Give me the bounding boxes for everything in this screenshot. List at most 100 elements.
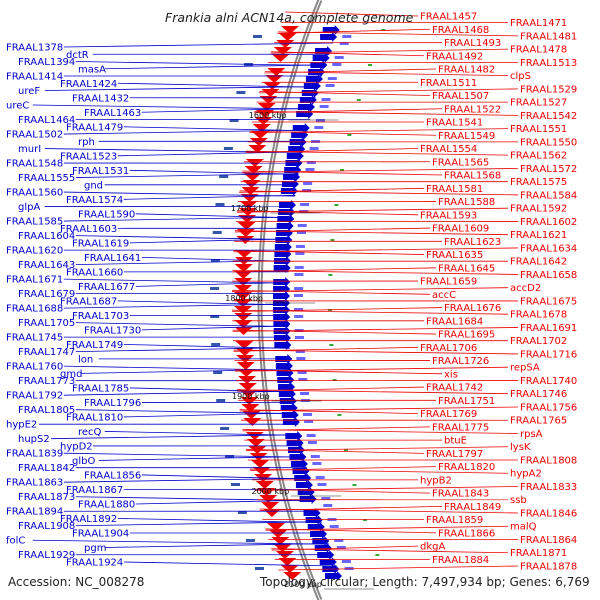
right-gene-label: FRAAL1511 xyxy=(420,78,477,89)
left-gene-label: FRAAL1619 xyxy=(72,238,129,249)
left-gene-label: FRAAL1703 xyxy=(72,311,129,322)
reverse-cds-arrow xyxy=(271,537,290,545)
right-gene-label: FRAAL1678 xyxy=(510,310,567,321)
feature-block xyxy=(332,63,342,66)
right-gene-label: FRAAL1542 xyxy=(520,111,577,122)
forward-cds-arrow xyxy=(310,529,328,539)
right-gene-label: FRAAL1551 xyxy=(510,124,567,135)
left-leader-line xyxy=(63,477,310,483)
forward-cds-arrow xyxy=(290,459,308,469)
right-leader-line xyxy=(242,429,519,434)
kbp-label: 2000 kbp xyxy=(251,487,289,496)
right-leader-line xyxy=(254,488,431,494)
left-leader-line xyxy=(75,521,322,527)
gene-label-layer: FRAAL1378dctRFRAAL1394masAFRAAL1414FRAAL… xyxy=(6,12,577,573)
left-gene-label: hypD2 xyxy=(60,441,93,452)
accession-text: Accession: NC_008278 xyxy=(8,575,144,589)
left-leader-line xyxy=(104,431,301,436)
right-gene-label: FRAAL1878 xyxy=(520,562,577,573)
reverse-cds-band xyxy=(234,26,302,580)
left-gene-label: rph xyxy=(78,137,95,148)
reverse-cds-arrow xyxy=(238,376,257,384)
right-gene-label: FRAAL1568 xyxy=(444,171,501,182)
right-gene-label: FRAAL1645 xyxy=(438,263,495,274)
left-gene-label: FRAAL1745 xyxy=(6,333,63,344)
left-gene-label: FRAAL1908 xyxy=(18,521,75,532)
reverse-cds-arrow xyxy=(252,124,271,132)
forward-cds-arrow xyxy=(273,312,291,322)
right-gene-label: FRAAL1549 xyxy=(438,131,495,142)
feature-block xyxy=(295,245,305,248)
feature-block xyxy=(321,98,331,101)
feature-block xyxy=(296,357,306,360)
reverse-cds-arrow xyxy=(238,383,257,391)
left-leader-line xyxy=(63,129,308,135)
feature-block xyxy=(294,315,304,318)
feature-block xyxy=(334,56,344,59)
feature-block xyxy=(306,434,316,437)
right-gene-label: FRAAL1457 xyxy=(420,12,477,23)
left-leader-line xyxy=(129,238,291,244)
feature-block xyxy=(323,504,333,507)
left-gene-label: ureC xyxy=(6,101,29,112)
reverse-cds-arrow xyxy=(235,348,254,356)
right-leader-line xyxy=(234,230,509,236)
left-gene-label: FRAAL1856 xyxy=(84,470,141,481)
forward-cds-arrow xyxy=(297,102,315,112)
right-gene-label: clpS xyxy=(510,71,531,82)
marker-tick xyxy=(328,274,333,276)
feature-block xyxy=(316,119,325,122)
forward-cds-arrow xyxy=(276,221,294,231)
right-gene-label: FRAAL1716 xyxy=(520,349,577,360)
feature-block xyxy=(311,140,321,143)
left-gene-label: FRAAL1531 xyxy=(72,166,129,177)
right-gene-label: FRAAL1843 xyxy=(432,489,489,500)
reverse-cds-arrow xyxy=(243,418,262,426)
right-gene-label: FRAAL1471 xyxy=(510,18,567,29)
reverse-cds-arrow xyxy=(234,264,253,272)
feature-block xyxy=(212,231,222,234)
left-leader-line xyxy=(98,456,305,461)
feature-block xyxy=(294,308,304,311)
right-gene-label: FRAAL1581 xyxy=(426,184,483,195)
right-gene-label: lysK xyxy=(510,442,531,453)
left-gene-label: hypE2 xyxy=(6,420,37,431)
feature-block xyxy=(253,35,262,38)
right-gene-label: FRAAL1635 xyxy=(426,250,483,261)
feature-block xyxy=(255,567,264,570)
right-leader-line xyxy=(239,190,519,196)
left-gene-label: FRAAL1603 xyxy=(60,224,117,235)
forward-cds-arrow xyxy=(322,25,340,35)
forward-cds-band xyxy=(273,25,343,581)
left-leader-line xyxy=(135,282,289,287)
forward-cds-arrow xyxy=(275,235,293,245)
right-leader-line xyxy=(232,270,519,275)
right-gene-label: FRAAL1478 xyxy=(510,45,567,56)
right-gene-label: FRAAL1884 xyxy=(432,555,489,566)
reverse-cds-arrow xyxy=(278,558,297,566)
feature-block xyxy=(229,119,239,122)
reverse-cds-arrow xyxy=(242,411,261,419)
left-gene-label: FRAAL1555 xyxy=(18,173,75,184)
right-gene-label: accC xyxy=(432,290,456,301)
right-gene-label: FRAAL1775 xyxy=(432,422,489,433)
right-gene-label: FRAAL1808 xyxy=(520,455,577,466)
right-gene-label: xis xyxy=(444,369,458,380)
right-leader-line xyxy=(264,71,509,77)
left-gene-label: FRAAL1747 xyxy=(18,347,75,358)
reverse-cds-arrow xyxy=(283,572,302,580)
feature-block xyxy=(334,539,344,542)
left-gene-label: FRAAL1378 xyxy=(6,43,63,54)
right-leader-line xyxy=(242,170,443,176)
forward-cds-arrow xyxy=(286,438,304,448)
right-leader-line xyxy=(259,91,431,96)
reverse-cds-arrow xyxy=(234,320,253,328)
left-gene-label: FRAAL1590 xyxy=(78,209,135,220)
right-gene-label: FRAAL1756 xyxy=(520,402,577,413)
left-gene-label: FRAAL1394 xyxy=(18,57,75,68)
forward-cds-arrow xyxy=(281,410,299,420)
right-gene-label: FRAAL1769 xyxy=(420,409,477,420)
feature-block xyxy=(294,273,304,276)
feature-block xyxy=(215,203,225,206)
